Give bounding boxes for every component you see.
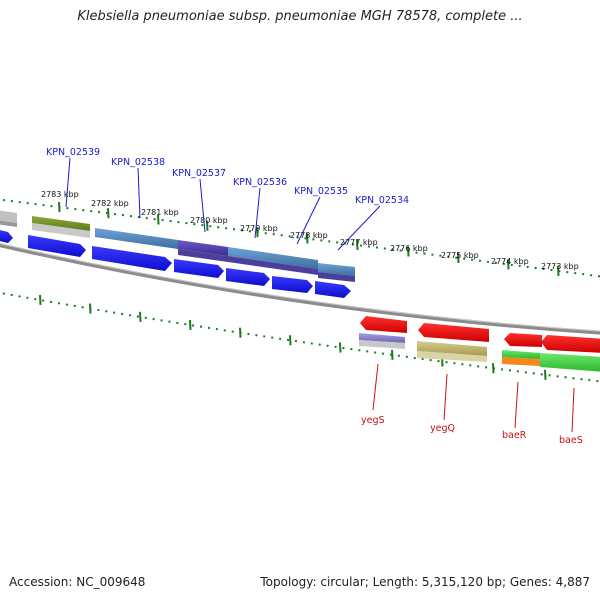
- gene-band-shadow: [318, 272, 355, 282]
- gene-label-kpn-02535[interactable]: KPN_02535: [294, 186, 348, 197]
- cds-arrow-baer[interactable]: [504, 333, 542, 347]
- accession-text: Accession: NC_009648: [9, 575, 146, 589]
- scale-tick: [557, 265, 560, 276]
- backbone-highlight: [0, 243, 600, 332]
- gene-label-yegs[interactable]: yegS: [361, 415, 385, 426]
- gene-band-kpn-02537[interactable]: [178, 240, 228, 256]
- scale-label: 2782 kbp: [91, 199, 129, 208]
- gene-label-baer[interactable]: baeR: [502, 430, 527, 441]
- cds-arrow-yegs[interactable]: [360, 316, 407, 333]
- gene-band[interactable]: [0, 210, 17, 223]
- scale-label: 2781 kbp: [141, 208, 179, 217]
- topology-stats-text: Topology: circular; Length: 5,315,120 bp…: [260, 575, 590, 589]
- gene-band-baer-upper[interactable]: [502, 350, 540, 359]
- gene-band-yegs[interactable]: [359, 333, 405, 343]
- scale-label: 2775 kbp: [441, 251, 479, 260]
- scale-tick: [391, 349, 394, 360]
- scale-label: 2773 kbp: [541, 262, 579, 271]
- scale-tick: [289, 335, 292, 346]
- gene-band-kpn-02535[interactable]: [318, 263, 355, 276]
- reverse-label-leaders: [372, 363, 575, 433]
- scale-label: 2776 kbp: [390, 244, 428, 253]
- gene-label-kpn-02534[interactable]: KPN_02534: [355, 195, 409, 206]
- gene-band-baes[interactable]: [540, 353, 600, 372]
- scale-tick: [189, 319, 192, 330]
- scale-label: 2779 kbp: [240, 224, 278, 233]
- reverse-cds-arrows: [360, 316, 600, 353]
- cds-arrow-kpn-02538[interactable]: [92, 246, 172, 271]
- gene-label-kpn-02539[interactable]: KPN_02539: [46, 147, 100, 158]
- gene-label-baes[interactable]: baeS: [559, 435, 583, 446]
- gene-label-kpn-02536[interactable]: KPN_02536: [233, 177, 287, 188]
- scale-tick: [306, 233, 309, 244]
- gene-band-shadow: [0, 220, 17, 227]
- scale-label: 2783 kbp: [41, 190, 79, 199]
- scale-tick: [407, 246, 410, 257]
- scale-label: 2778 kbp: [290, 231, 328, 240]
- scale-tick: [157, 214, 160, 225]
- scale-label: 2777 kbp: [340, 238, 378, 247]
- scale-tick: [39, 294, 42, 306]
- scale-tick: [139, 311, 142, 322]
- gene-band-shadow: [32, 223, 90, 238]
- forward-label-leaders: [65, 157, 381, 251]
- scale-tick: [356, 239, 359, 250]
- forward-cds-arrows: [0, 229, 351, 298]
- cds-arrow-kpn-02537[interactable]: [174, 259, 224, 278]
- scale-tick: [206, 220, 209, 231]
- scale-labels: 2783 kbp 2782 kbp 2781 kbp 2780 kbp 2779…: [41, 190, 579, 271]
- scale-tick: [107, 208, 110, 219]
- cds-arrow-kpn-02535[interactable]: [272, 276, 313, 293]
- gene-band-kpn-02539[interactable]: [32, 216, 90, 231]
- outer-scale-ticks: [58, 201, 560, 276]
- cds-arrow-kpn-02539[interactable]: [28, 235, 86, 257]
- gene-label-kpn-02537[interactable]: KPN_02537: [172, 168, 226, 179]
- cds-arrow-kpn-02536[interactable]: [226, 268, 270, 286]
- scale-label: 2774 kbp: [491, 257, 529, 266]
- forward-gene-labels: KPN_02539 KPN_02538 KPN_02537 KPN_02536 …: [46, 147, 409, 206]
- scale-tick: [58, 201, 61, 213]
- cds-arrow-baes[interactable]: [541, 335, 600, 353]
- scale-tick: [492, 363, 495, 374]
- gene-band-shadow: [228, 256, 318, 275]
- scale-label: 2780 kbp: [190, 216, 228, 225]
- gene-band-shadow: [178, 249, 228, 262]
- gene-label-yegq[interactable]: yegQ: [430, 423, 455, 434]
- genome-backbone: [0, 243, 600, 335]
- reverse-feature-bands: [359, 333, 600, 372]
- forward-feature-bands: [0, 210, 355, 282]
- cds-arrow-yegq[interactable]: [418, 323, 489, 342]
- reverse-gene-labels: yegS yegQ baeR baeS: [361, 415, 583, 446]
- inner-scale-track: [0, 291, 600, 383]
- gene-band-baer[interactable]: [502, 357, 540, 366]
- scale-tick: [457, 252, 460, 263]
- cds-arrow-kpn-02534[interactable]: [315, 281, 351, 298]
- scale-tick: [89, 303, 92, 314]
- gene-band-kpn-02536[interactable]: [228, 247, 318, 269]
- gene-band-shadow: [359, 340, 405, 349]
- cds-arrow[interactable]: [0, 229, 13, 243]
- gene-label-kpn-02538[interactable]: KPN_02538: [111, 157, 165, 168]
- map-title: Klebsiella pneumoniae subsp. pneumoniae …: [77, 9, 523, 24]
- gene-band-shadow: [417, 351, 487, 362]
- scale-tick: [239, 327, 242, 338]
- scale-tick: [507, 259, 510, 270]
- scale-tick: [256, 227, 259, 238]
- scale-tick: [339, 342, 342, 353]
- gene-band-kpn-02538[interactable]: [95, 228, 178, 249]
- scale-tick: [544, 369, 547, 380]
